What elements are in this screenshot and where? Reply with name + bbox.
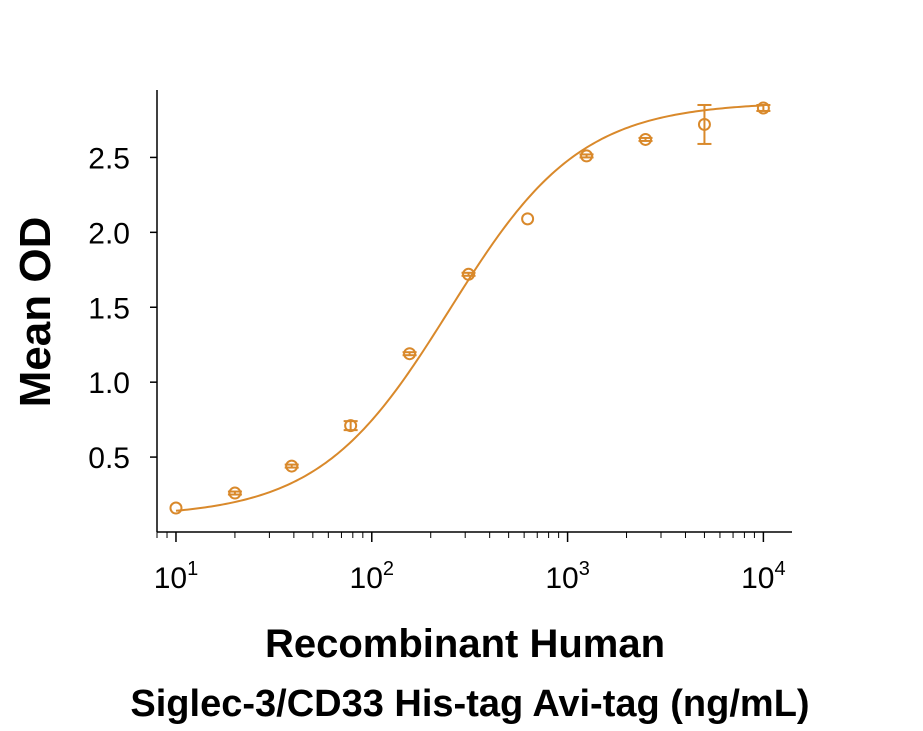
y-tick-label: 2.5 [88, 142, 130, 175]
y-axis-title: Mean OD [11, 217, 60, 408]
data-point [227, 486, 242, 500]
data-point [284, 459, 299, 473]
point-marker [697, 117, 711, 131]
x-tick-label: 102 [350, 558, 395, 595]
data-point [402, 347, 417, 361]
data-point [521, 212, 535, 226]
data-point [343, 419, 358, 433]
point-marker [580, 149, 594, 163]
point-marker [169, 501, 183, 515]
x-tick-label: 104 [741, 558, 786, 595]
y-tick-label: 2.0 [88, 217, 130, 250]
y-tick-label: 1.0 [88, 367, 130, 400]
data-point [697, 103, 712, 145]
data-point [579, 149, 594, 163]
point-marker [462, 267, 476, 281]
point-marker [521, 212, 535, 226]
point-marker [285, 459, 299, 473]
data-point [169, 501, 183, 515]
x-axis-title-line2: Siglec-3/CD33 His-tag Avi-tag (ng/mL) [130, 683, 809, 725]
y-tick-label: 0.5 [88, 442, 130, 475]
x-tick-label: 101 [154, 558, 199, 595]
fit-curve [175, 104, 764, 512]
data-point [756, 101, 771, 115]
data-point [638, 132, 653, 146]
point-marker [756, 101, 770, 115]
data-point [461, 267, 476, 281]
point-marker [403, 347, 417, 361]
tick-labels: 0.5 1.0 1.5 2.0 2.5 101 102 103 104 [88, 142, 785, 595]
y-tick-label: 1.5 [88, 292, 130, 325]
axes [156, 90, 792, 533]
ticks [150, 156, 765, 542]
point-marker [344, 419, 358, 433]
point-marker [228, 486, 242, 500]
data-points [169, 101, 771, 515]
x-axis-title-line1: Recombinant Human [265, 622, 665, 666]
x-tick-label: 103 [545, 558, 590, 595]
point-marker [639, 132, 653, 146]
